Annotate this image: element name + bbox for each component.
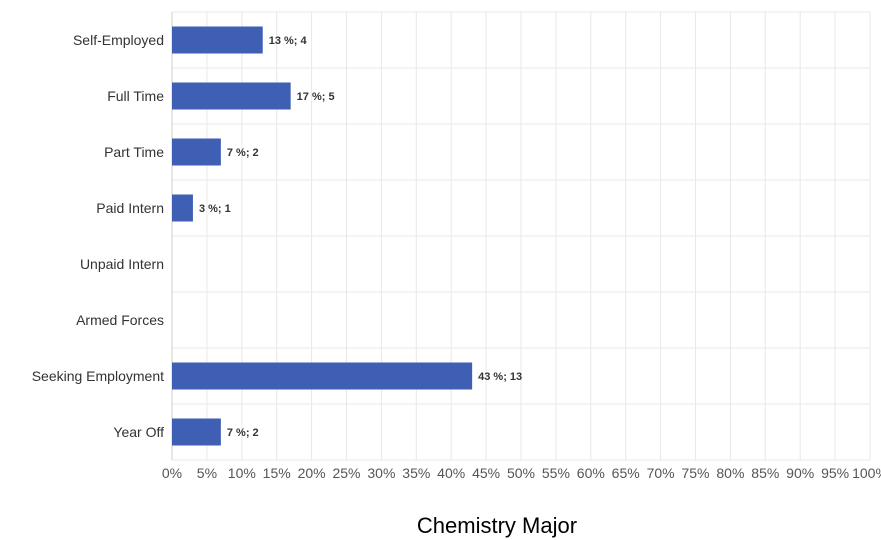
x-tick-label: 5% xyxy=(197,465,217,481)
data-label: 7 %; 2 xyxy=(227,147,259,159)
data-label: 17 %; 5 xyxy=(297,91,335,103)
x-tick-label: 30% xyxy=(367,465,395,481)
bar xyxy=(172,138,221,166)
category-label: Self-Employed xyxy=(73,32,164,48)
category-labels: Self-Employed Full Time Part Time Paid Inte… xyxy=(32,32,165,440)
category-label: Year Off xyxy=(113,424,164,440)
x-tick-label: 85% xyxy=(751,465,779,481)
data-label: 7 %; 2 xyxy=(227,427,259,439)
x-tick-label: 65% xyxy=(612,465,640,481)
x-tick-label: 100% xyxy=(852,465,881,481)
category-label: Part Time xyxy=(104,144,164,160)
x-tick-label: 20% xyxy=(298,465,326,481)
data-label: 3 %; 1 xyxy=(199,203,231,215)
data-label: 43 %; 13 xyxy=(478,371,522,383)
category-label: Seeking Employment xyxy=(32,368,164,384)
bar xyxy=(172,362,473,390)
x-tick-label: 70% xyxy=(647,465,675,481)
bar xyxy=(172,26,263,54)
x-tick-label: 15% xyxy=(263,465,291,481)
x-tick-label: 75% xyxy=(681,465,709,481)
data-label: 13 %; 4 xyxy=(269,35,308,47)
chart-title: Chemistry Major xyxy=(417,513,577,538)
bars: 13 %; 4 17 %; 5 7 %; 2 3 %; 1 43 %; 13 7 %; 2 xyxy=(172,26,522,446)
x-tick-label: 50% xyxy=(507,465,535,481)
x-tick-label: 40% xyxy=(437,465,465,481)
x-tick-label: 35% xyxy=(402,465,430,481)
x-tick-label: 90% xyxy=(786,465,814,481)
x-tick-label: 0% xyxy=(162,465,182,481)
x-tick-label: 60% xyxy=(577,465,605,481)
bar xyxy=(172,194,193,222)
category-label: Paid Intern xyxy=(96,200,164,216)
x-tick-label: 95% xyxy=(821,465,849,481)
x-tick-labels: 0% 5% 10% 15% 20% 25% 30% 35% 40% 45% 50% 55% 60% 65%… xyxy=(162,465,881,481)
x-tick-label: 45% xyxy=(472,465,500,481)
x-tick-label: 10% xyxy=(228,465,256,481)
category-label: Unpaid Intern xyxy=(80,256,164,272)
x-tick-label: 25% xyxy=(332,465,360,481)
x-tick-label: 80% xyxy=(716,465,744,481)
bar xyxy=(172,82,291,110)
category-label: Full Time xyxy=(107,88,164,104)
grid xyxy=(171,11,871,461)
category-label: Armed Forces xyxy=(76,312,164,328)
x-tick-label: 55% xyxy=(542,465,570,481)
bar xyxy=(172,418,221,446)
